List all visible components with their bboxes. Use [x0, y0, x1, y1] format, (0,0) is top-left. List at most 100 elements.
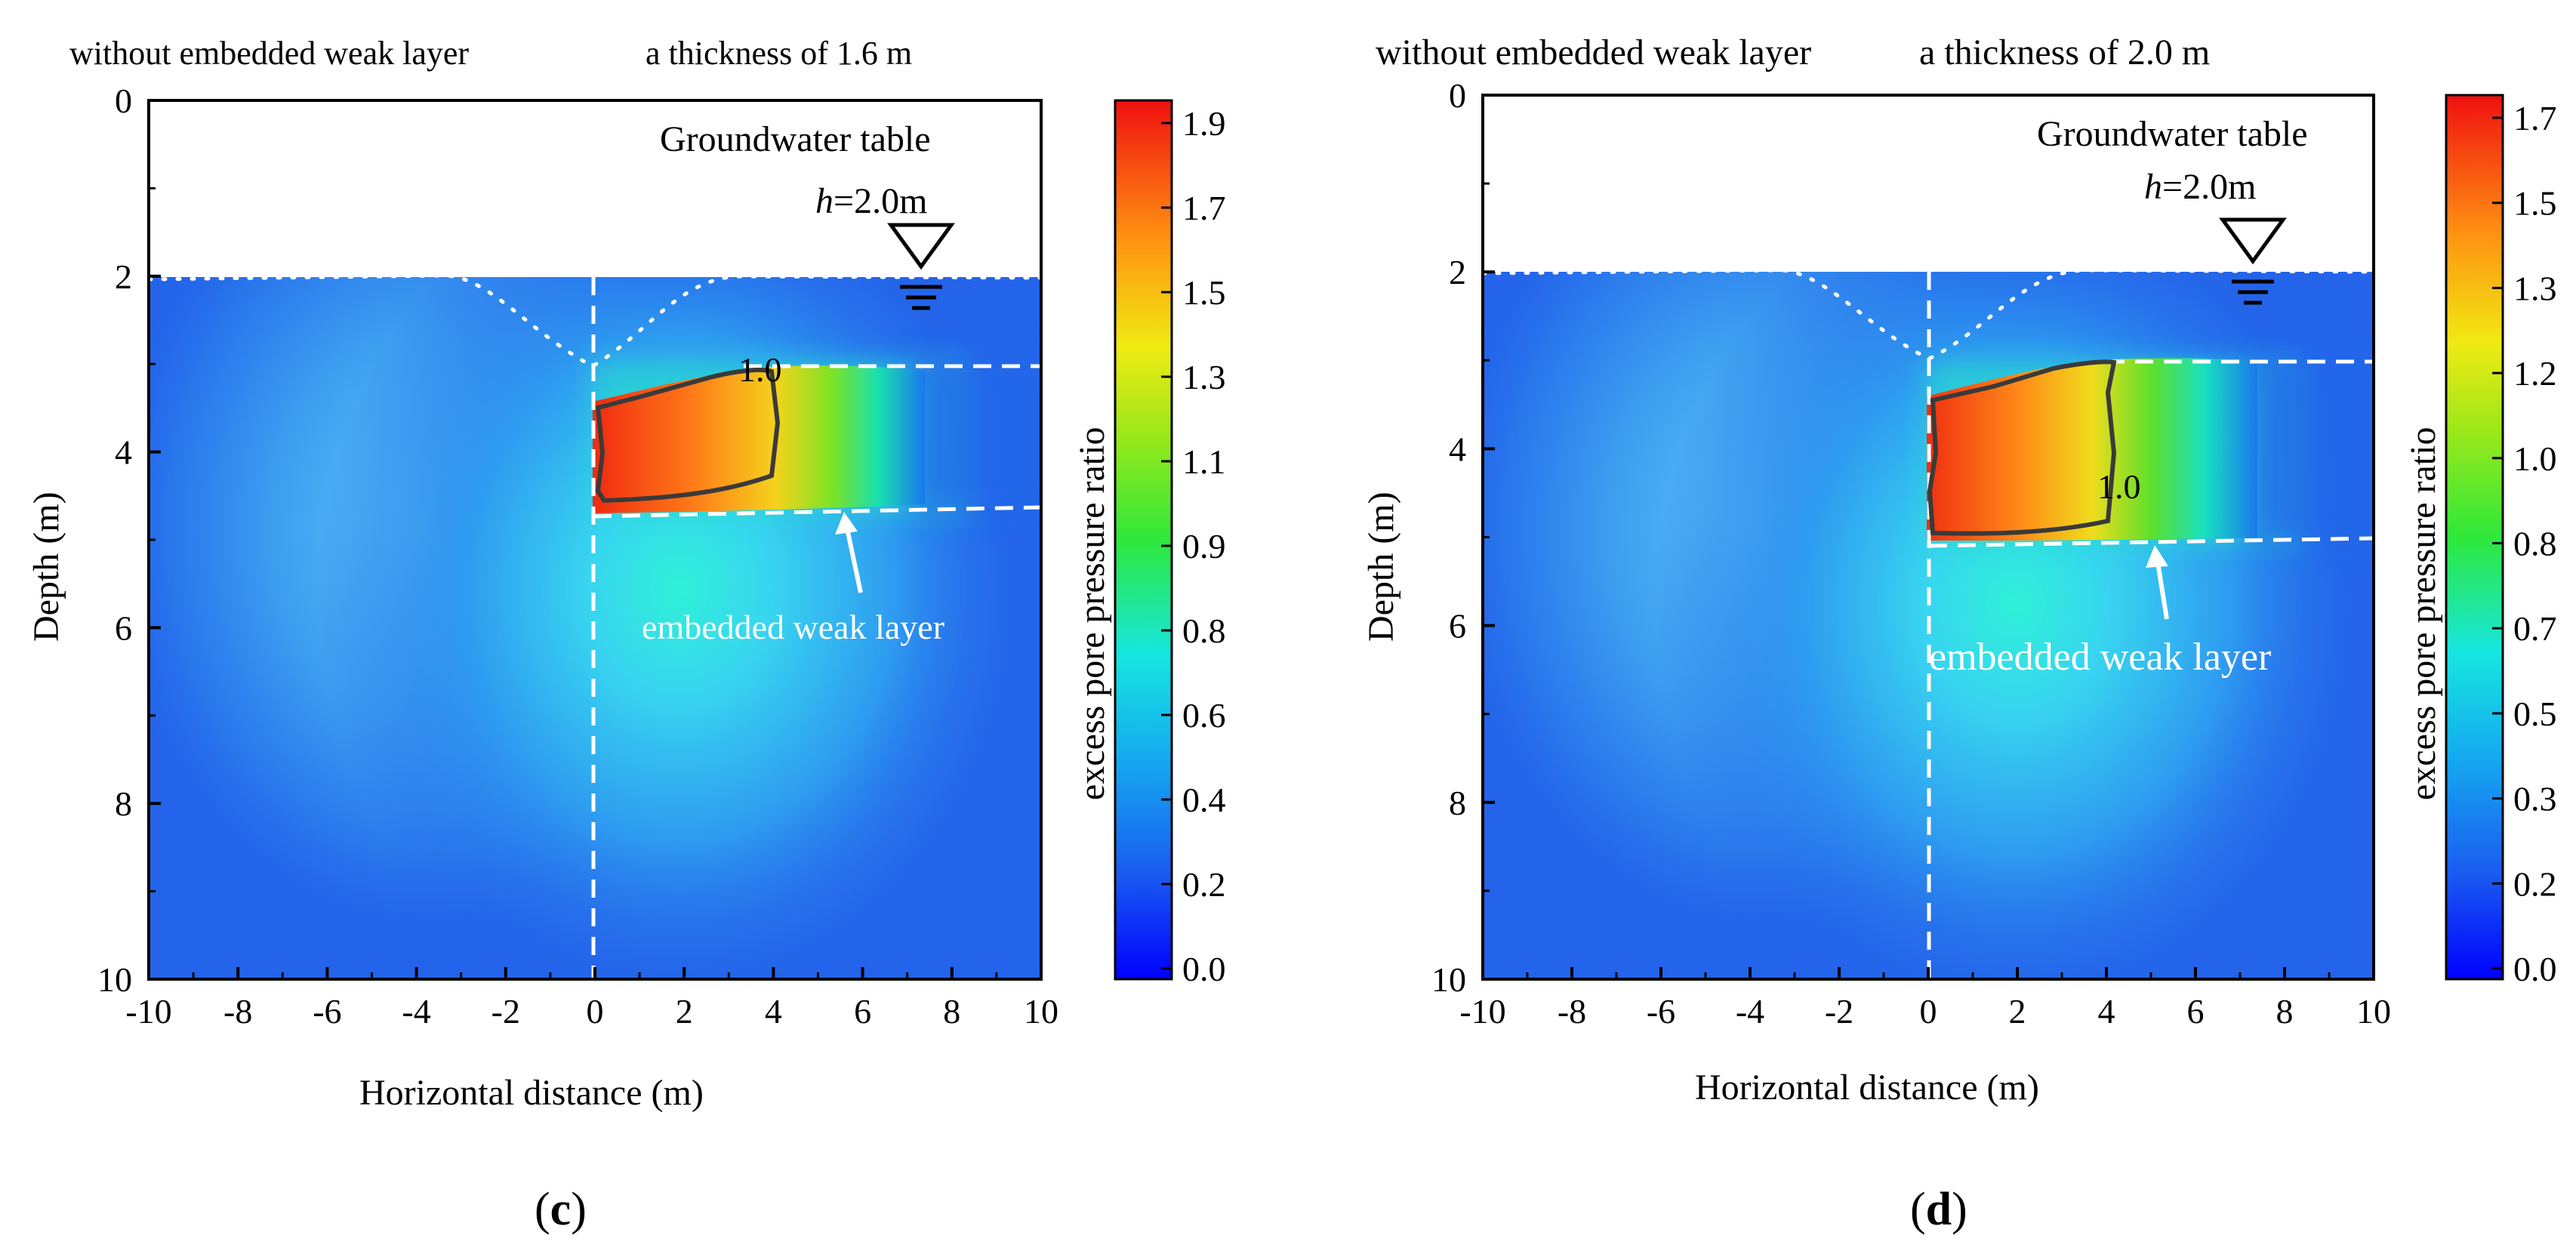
panel-c-groundwater-dots [146, 273, 1043, 368]
panel-c-h-label: h=2.0m [815, 181, 927, 221]
panel-c-groundwater-label: Groundwater table [660, 119, 931, 159]
panel-c-header-right: a thickness of 1.6 m [646, 35, 912, 72]
panel-d-groundwater-label: Groundwater table [2037, 114, 2308, 154]
x-tick-label: -2 [1825, 992, 1853, 1031]
colorbar-tick-label: 0.4 [1182, 781, 1226, 819]
panel-c-water-triangle-icon [887, 223, 955, 270]
panel-c-heat-field [149, 277, 1041, 979]
colorbar-tick-label: 1.3 [2513, 269, 2557, 307]
x-tick-label: -10 [125, 992, 171, 1031]
x-tick-label: -10 [1459, 992, 1505, 1031]
colorbar-tick-label: 0.3 [2513, 780, 2557, 818]
panel-c-bowl-right-glow [317, 277, 1041, 979]
colorbar-tick-label: 1.7 [2513, 99, 2557, 137]
y-tick-label: 10 [1431, 960, 1466, 999]
x-tick-label: 2 [2009, 992, 2026, 1031]
panel-d-colorbar-label: excess pore pressure ratio [2403, 427, 2443, 800]
panel-d-contour-1-0 [1927, 359, 2117, 536]
panel-d-header-right: a thickness of 2.0 m [1919, 32, 2210, 72]
colorbar-tick-label: 0.8 [1182, 612, 1226, 650]
y-tick-label: 4 [1449, 430, 1466, 468]
panel-c-ticks: -10 -8 -6 -4 -2 0 2 4 6 8 10 0 2 4 6 8 10 [97, 82, 1058, 1031]
panel-c-h-value: =2.0m [834, 181, 927, 221]
panel-c-header-left: without embedded weak layer [69, 35, 469, 72]
colorbar-tick-label: 1.3 [1182, 358, 1226, 396]
y-tick-label: 8 [115, 784, 132, 823]
colorbar-tick-label: 1.7 [1182, 189, 1226, 227]
x-tick-label: 0 [587, 992, 604, 1031]
panel-c-weak-layer-label: embedded weak layer [642, 608, 944, 646]
panel-d-header-left: without embedded weak layer [1376, 32, 1811, 72]
panel-d-sky [1483, 95, 2374, 272]
panel-c-colorbar [1114, 99, 1173, 981]
panel-d-ticks: -10 -8 -6 -4 -2 0 2 4 6 8 10 0 2 4 6 8 10 [1431, 76, 2391, 1031]
x-tick-label: 8 [943, 992, 960, 1031]
x-tick-label: -8 [223, 992, 252, 1031]
panel-c-hot-zone [593, 365, 925, 513]
panel-d-water-triangle-icon [2219, 217, 2287, 265]
x-tick-label: -8 [1558, 992, 1586, 1031]
x-tick-label: 10 [2356, 992, 2391, 1031]
x-tick-label: 4 [2098, 992, 2115, 1031]
panel-c-contour-1-0 [595, 368, 781, 504]
colorbar-tick-label: 0.6 [1182, 696, 1226, 735]
colorbar-tick-label: 0.0 [2513, 950, 2557, 988]
y-tick-label: 6 [1449, 607, 1466, 645]
panel-c-right-edge [914, 355, 1041, 513]
panel-d-right-edge [2250, 355, 2374, 544]
colorbar-tick-label: 1.9 [1182, 104, 1226, 143]
x-tick-label: -6 [1647, 992, 1675, 1031]
panel-c-colorbar-label: excess pore pressure ratio [1072, 427, 1112, 800]
panel-d-weak-layer-bottom [1928, 536, 2374, 548]
panel-d-label: (d) [1910, 1184, 1967, 1235]
y-tick-label: 0 [1449, 76, 1466, 115]
panel-d-hot-zone [1927, 358, 2257, 541]
colorbar-tick-label: 1.2 [2513, 354, 2557, 393]
panel-c-colorbar-ticks: 1.9 1.7 1.5 1.3 1.1 0.9 0.8 0.6 0.4 0.2 0.0 [1161, 104, 1226, 988]
y-tick-label: 2 [1449, 253, 1466, 291]
y-tick-label: 0 [115, 82, 132, 120]
panel-c-h-symbol: h [815, 181, 834, 221]
x-tick-label: -2 [491, 992, 520, 1031]
panel-d: without embedded weak layer a thickness … [1361, 32, 2557, 1235]
panel-d-h-symbol: h [2144, 167, 2162, 207]
x-tick-label: 10 [1024, 992, 1058, 1031]
panel-d-bowl-right-glow [1653, 272, 2374, 979]
panel-d-weak-layer-arrowhead [2146, 545, 2168, 568]
x-tick-label: -4 [1736, 992, 1764, 1031]
panel-d-h-label: h=2.0m [2144, 167, 2256, 207]
colorbar-tick-label: 1.0 [2513, 439, 2557, 478]
x-tick-label: 2 [676, 992, 693, 1031]
y-tick-label: 10 [97, 960, 132, 999]
panel-c-label: (c) [535, 1184, 587, 1235]
panel-c-x-label: Horizontal distance (m) [359, 1073, 704, 1113]
colorbar-tick-label: 0.0 [1182, 950, 1226, 988]
panel-c-weak-layer-bottom [593, 505, 1042, 519]
panel-c-y-label: Depth (m) [26, 491, 66, 642]
panel-d-weak-layer-arrow [2155, 562, 2169, 620]
panel-c-sky [149, 100, 1041, 277]
y-tick-label: 6 [115, 608, 132, 647]
x-tick-label: 0 [1920, 992, 1937, 1031]
x-tick-label: 4 [765, 992, 782, 1031]
x-tick-label: 8 [2276, 992, 2294, 1031]
x-tick-label: 6 [2187, 992, 2205, 1031]
colorbar-tick-label: 1.1 [1182, 442, 1226, 481]
colorbar-tick-label: 0.9 [1182, 527, 1226, 565]
colorbar-tick-label: 0.7 [2513, 609, 2557, 648]
colorbar-tick-label: 0.2 [1182, 865, 1226, 904]
panel-d-h-value: =2.0m [2162, 167, 2256, 207]
colorbar-tick-label: 0.2 [2513, 864, 2557, 903]
panel-c-weak-layer-arrow [845, 528, 863, 593]
y-tick-label: 4 [115, 433, 132, 472]
colorbar-tick-label: 0.5 [2513, 695, 2557, 733]
panel-d-colorbar [2445, 94, 2504, 981]
colorbar-tick-label: 1.5 [2513, 184, 2557, 223]
panel-d-weak-layer-label: embedded weak layer [1929, 636, 2271, 679]
colorbar-tick-label: 1.5 [1182, 273, 1226, 312]
y-tick-label: 2 [115, 257, 132, 296]
panel-c-contour-label: 1.0 [738, 350, 782, 389]
x-tick-label: -6 [313, 992, 341, 1031]
panel-d-colorbar-ticks: 1.7 1.5 1.3 1.2 1.0 0.8 0.7 0.5 0.3 0.2 0.0 [2492, 99, 2557, 988]
